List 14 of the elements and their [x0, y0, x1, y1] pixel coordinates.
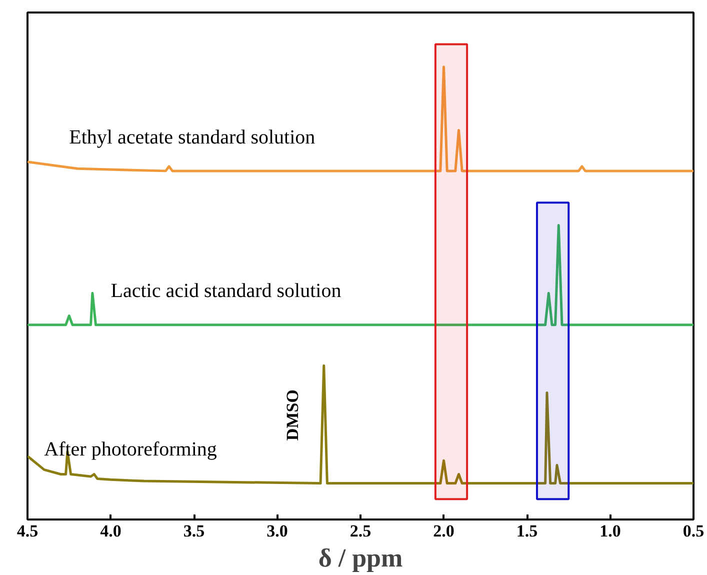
- series-label: Ethyl acetate standard solution: [69, 126, 316, 148]
- x-tick-label: 4.5: [16, 522, 38, 540]
- x-tick-label: 1.0: [600, 522, 621, 540]
- series-label: Lactic acid standard solution: [110, 280, 342, 302]
- x-tick-label: 3.5: [183, 522, 205, 540]
- x-tick-label: 3.0: [266, 522, 288, 540]
- x-tick-label: 4.0: [100, 522, 122, 540]
- series-label: After photoreforming: [44, 438, 217, 461]
- x-tick-label: 2.5: [350, 522, 372, 540]
- x-tick-label: 2.0: [433, 522, 454, 540]
- x-tick-label: 0.5: [682, 522, 704, 540]
- x-axis-title: δ / ppm: [318, 544, 403, 572]
- x-tick-label: 1.5: [516, 522, 538, 540]
- annotation: DMSO: [282, 390, 302, 441]
